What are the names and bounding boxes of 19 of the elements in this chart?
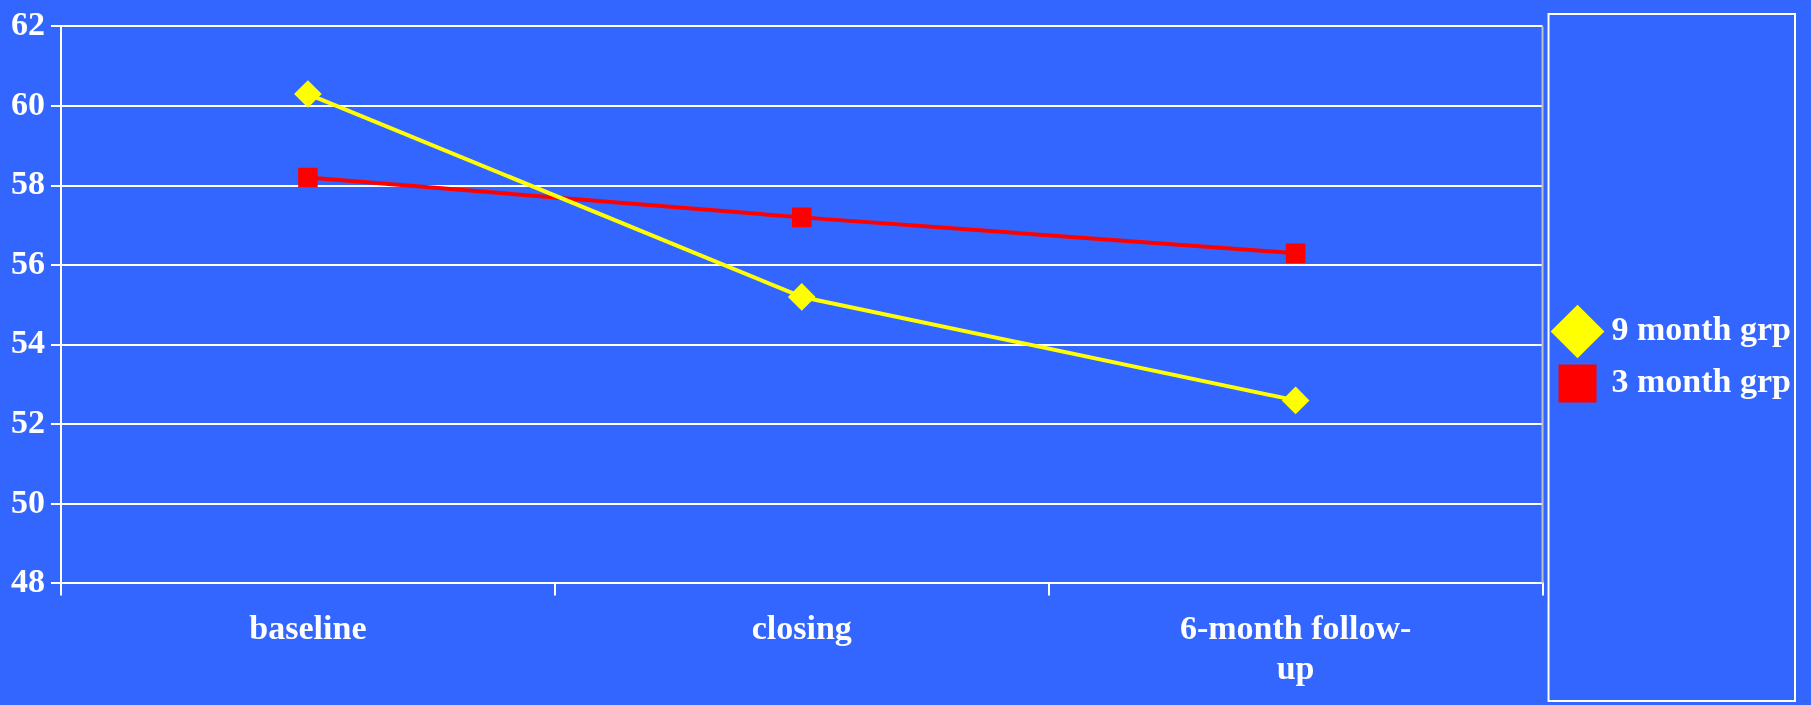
y-tick-label: 50 — [11, 482, 45, 520]
point — [298, 167, 318, 188]
y-tick-label: 58 — [11, 164, 45, 202]
legend-label: 3 month grp — [1611, 362, 1792, 400]
point — [791, 207, 812, 228]
x-tick-label: baseline — [249, 608, 367, 646]
point — [1285, 243, 1306, 263]
point — [788, 283, 815, 310]
y-tick-label: 52 — [11, 403, 45, 441]
y-tick-label: 48 — [11, 562, 45, 600]
point — [1282, 387, 1309, 414]
y-tick-label: 60 — [11, 84, 45, 122]
x-tick-label: closing — [751, 608, 852, 646]
x-tick-label: 6-month follow-up — [1179, 608, 1412, 687]
y-tick-label: 56 — [11, 243, 45, 281]
point — [294, 81, 321, 108]
y-tick-label: 54 — [11, 323, 45, 361]
legend-label: 9 month grp — [1611, 310, 1792, 348]
y-tick-label: 62 — [11, 5, 45, 43]
